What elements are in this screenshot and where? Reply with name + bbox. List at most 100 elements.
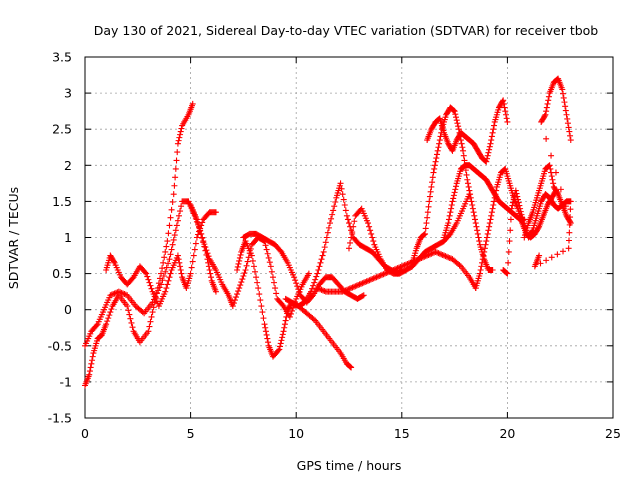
data-point — [347, 363, 354, 370]
data-point — [348, 234, 355, 241]
data-point — [486, 223, 493, 230]
data-point — [192, 240, 199, 247]
data-point — [230, 300, 237, 307]
data-point — [483, 158, 490, 165]
x-tick-label: 25 — [605, 426, 621, 441]
data-point — [360, 292, 367, 299]
data-point — [476, 270, 483, 277]
data-point — [474, 227, 481, 234]
data-point — [148, 285, 155, 292]
data-point — [201, 241, 208, 248]
data-point — [326, 220, 333, 227]
data-point — [484, 230, 491, 237]
data-point — [445, 216, 452, 223]
data-point — [268, 268, 275, 275]
data-point — [291, 274, 298, 281]
data-point — [365, 220, 372, 227]
data-point — [171, 182, 178, 189]
data-point — [429, 179, 436, 186]
data-point — [516, 202, 523, 209]
y-tick-label: 3 — [64, 86, 72, 101]
data-point — [253, 274, 260, 281]
data-point — [425, 251, 432, 258]
data-point — [463, 171, 470, 178]
data-point — [562, 107, 569, 114]
data-point — [237, 251, 244, 258]
data-point — [395, 264, 402, 271]
data-point — [193, 216, 200, 223]
data-point — [461, 157, 468, 164]
data-point — [168, 246, 175, 253]
data-point — [281, 321, 288, 328]
data-point — [155, 280, 162, 287]
data-point — [176, 134, 183, 141]
data-point — [350, 223, 357, 230]
data-point — [154, 285, 161, 292]
data-point — [316, 263, 323, 270]
data-point — [544, 100, 551, 107]
data-point — [165, 277, 172, 284]
data-point — [397, 263, 404, 270]
data-point — [346, 363, 353, 370]
data-point — [279, 334, 286, 341]
data-point — [343, 286, 350, 293]
data-point — [198, 230, 205, 237]
data-point — [341, 202, 348, 209]
data-point — [264, 250, 271, 257]
data-point — [177, 266, 184, 273]
data-point — [261, 321, 268, 328]
data-point — [341, 288, 348, 295]
data-point — [309, 293, 316, 300]
data-point — [503, 115, 510, 122]
data-point — [489, 205, 496, 212]
data-point — [548, 152, 555, 159]
data-point — [177, 128, 184, 135]
data-point — [206, 266, 213, 273]
data-point — [143, 270, 150, 277]
data-point — [347, 239, 354, 246]
data-point — [491, 194, 498, 201]
data-point — [370, 238, 377, 245]
data-point — [163, 243, 170, 250]
data-point — [512, 187, 519, 194]
data-point — [566, 128, 573, 135]
data-point — [563, 111, 570, 118]
data-point — [250, 263, 257, 270]
data-point — [323, 234, 330, 241]
data-point — [283, 313, 290, 320]
data-point — [562, 103, 569, 110]
data-point — [435, 250, 442, 257]
data-point — [515, 199, 522, 206]
data-point — [422, 253, 429, 260]
data-point — [97, 333, 104, 340]
data-point — [161, 254, 168, 261]
data-point — [212, 209, 219, 216]
data-point — [235, 260, 242, 267]
data-point — [464, 180, 471, 187]
data-point — [420, 232, 427, 239]
data-point — [565, 245, 572, 252]
data-point — [520, 220, 527, 227]
data-point — [108, 291, 115, 298]
data-point — [431, 165, 438, 172]
data-point — [442, 253, 449, 260]
data-point — [315, 266, 322, 273]
data-point — [541, 112, 548, 119]
data-point — [479, 256, 486, 263]
data-point — [482, 241, 489, 248]
x-tick-label: 20 — [499, 426, 515, 441]
data-point — [454, 120, 461, 127]
data-point — [104, 318, 111, 325]
data-point — [386, 268, 393, 275]
data-point — [434, 151, 440, 158]
data-point — [321, 288, 328, 295]
data-point — [148, 313, 155, 320]
data-point — [483, 238, 490, 245]
data-point — [445, 220, 452, 227]
data-point — [481, 245, 488, 252]
data-point — [204, 250, 211, 257]
data-point — [199, 234, 206, 241]
data-point — [168, 206, 175, 213]
y-tick-label: 2.5 — [52, 122, 72, 137]
